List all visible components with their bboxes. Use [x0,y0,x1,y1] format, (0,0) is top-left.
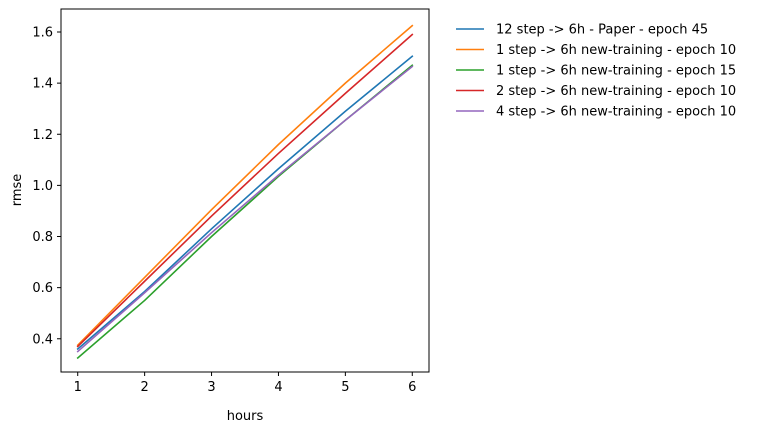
legend-label-5: 4 step -> 6h new-training - epoch 10 [496,105,736,120]
series-line-2 [76,24,414,347]
series-line-5 [76,65,414,353]
y-tick-label: 0.4 [32,332,53,347]
x-axis-label: hours [227,409,264,424]
x-tick-label: 4 [274,380,282,395]
x-tick-label: 2 [140,380,148,395]
y-axis-label: rmse [10,174,25,207]
y-tick-label: 1.2 [32,128,53,143]
legend-label-4: 2 step -> 6h new-training - epoch 10 [496,84,736,99]
legend-label-1: 12 step -> 6h - Paper - epoch 45 [496,23,708,38]
y-tick-label: 1.0 [32,179,53,194]
legend: 12 step -> 6h - Paper - epoch 45 1 step -… [456,23,736,120]
y-tick-label: 1.6 [32,26,53,41]
x-tick-label: 6 [408,380,416,395]
legend-label-3: 1 step -> 6h new-training - epoch 15 [496,64,736,79]
x-tick-label: 1 [74,380,82,395]
y-axis-ticks: 0.4 0.6 0.8 1.0 1.2 1.4 1.6 [32,26,61,347]
y-tick-label: 1.4 [32,77,53,92]
y-tick-label: 0.8 [32,230,53,245]
series-line-1 [76,55,414,351]
series-lines [76,24,414,360]
x-tick-label: 5 [341,380,349,395]
x-tick-label: 3 [207,380,215,395]
legend-label-2: 1 step -> 6h new-training - epoch 10 [496,43,736,58]
y-tick-label: 0.6 [32,281,53,296]
x-axis-ticks: 1 2 3 4 5 6 [74,372,416,395]
series-line-4 [76,33,414,348]
